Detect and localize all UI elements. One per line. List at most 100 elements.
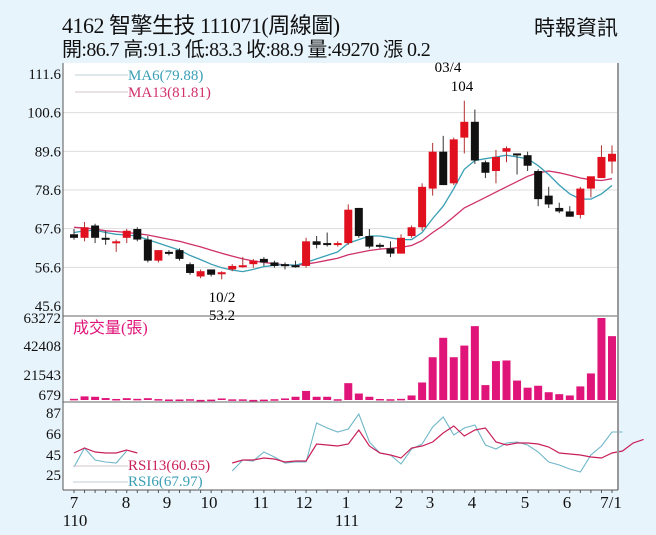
candlestick <box>175 248 184 261</box>
candle-body <box>460 121 469 138</box>
candle-body <box>333 243 342 246</box>
candle-body <box>154 250 163 261</box>
candle-body <box>143 239 152 261</box>
candlestick <box>555 202 564 214</box>
candlestick <box>565 206 574 217</box>
x-tick-label: 12 <box>296 493 313 512</box>
volume-title: 成交量(張) <box>73 319 148 337</box>
candlestick <box>418 183 427 231</box>
candlestick <box>207 269 216 277</box>
candlestick <box>344 204 353 245</box>
price-ytick: 111.6 <box>28 67 61 83</box>
x-tick-label: 5 <box>521 493 530 512</box>
candle-body <box>323 243 332 246</box>
candlestick <box>513 153 522 175</box>
volume-bar <box>280 398 289 400</box>
low-annotation-date: 10/2 <box>209 290 236 306</box>
price-ytick: 89.6 <box>35 144 62 160</box>
rsi6-line <box>73 412 623 473</box>
rsi13-line <box>73 425 644 464</box>
candle-body <box>175 250 184 259</box>
candlestick <box>249 258 258 268</box>
volume-bar <box>449 357 458 400</box>
candlestick <box>112 239 121 252</box>
candlestick <box>439 135 448 186</box>
rsi-ytick: 45 <box>46 448 61 464</box>
candlestick <box>544 186 553 208</box>
candle-body <box>70 234 78 238</box>
candlestick <box>196 269 205 279</box>
volume-bar <box>534 385 543 400</box>
volume-bar <box>323 396 332 400</box>
volume-bar <box>217 398 226 400</box>
x-tick-label: 11 <box>253 493 269 512</box>
gridlines <box>63 112 618 268</box>
candle-body <box>312 241 321 245</box>
volume-bar <box>513 380 522 400</box>
candlestick <box>375 243 384 249</box>
ma13-line <box>73 170 613 266</box>
volume-bar <box>354 393 363 400</box>
candle-body <box>186 264 195 273</box>
candlestick <box>164 250 173 256</box>
volume-bar <box>565 395 574 400</box>
candlestick <box>259 257 268 266</box>
rsi-ytick: 87 <box>46 406 62 422</box>
candle-body <box>513 153 522 156</box>
volume-bar <box>249 399 258 402</box>
candlestick <box>354 207 363 238</box>
price-ytick: 56.6 <box>35 260 62 276</box>
candlestick <box>101 230 110 245</box>
candle-body <box>407 227 416 237</box>
volume-panel <box>70 318 616 402</box>
volume-bar <box>186 399 195 401</box>
volume-bar <box>608 336 616 400</box>
volume-bar <box>70 398 78 401</box>
price-ytick: 100.6 <box>27 106 61 122</box>
candlestick <box>397 234 406 254</box>
volume-bar <box>491 361 500 400</box>
candle-body <box>91 225 100 238</box>
volume-bar <box>460 345 469 400</box>
candlestick <box>523 151 532 172</box>
candle-body <box>344 209 353 244</box>
volume-bar <box>259 399 268 402</box>
x-tick-year: 111 <box>335 511 359 530</box>
volume-bar <box>544 392 553 400</box>
volume-bar <box>154 399 163 401</box>
ma6-legend: MA6(79.88) <box>128 68 203 84</box>
candle-body <box>565 211 574 217</box>
candle-body <box>597 156 606 179</box>
candle-body <box>238 265 247 268</box>
candlestick <box>491 149 500 184</box>
candle-body <box>291 265 300 268</box>
x-tick-label: 9 <box>163 493 172 512</box>
candle-body <box>439 151 448 186</box>
candle-body <box>280 264 289 267</box>
volume-bar <box>143 398 152 400</box>
candle-body <box>354 207 363 237</box>
candle-body <box>207 269 216 275</box>
x-tick-label: 4 <box>468 493 477 512</box>
low-annotation-value: 53.2 <box>209 308 235 324</box>
candlestick <box>428 142 437 196</box>
candle-body <box>397 237 406 254</box>
candle-body <box>608 153 616 162</box>
candle-body <box>534 171 543 200</box>
x-tick-label: 7/1 <box>600 493 622 512</box>
candle-body <box>196 271 205 277</box>
candle-body <box>80 227 89 238</box>
volume-ytick: 42408 <box>24 339 62 355</box>
volume-bar <box>228 399 237 401</box>
candlestick <box>449 137 458 186</box>
candlestick <box>80 221 89 242</box>
candlestick <box>586 176 595 198</box>
volume-bar <box>418 382 427 400</box>
candle-body <box>122 230 131 238</box>
volume-bar <box>597 318 606 400</box>
candlestick <box>312 236 321 249</box>
rsi-ytick: 66 <box>46 427 62 443</box>
volume-bar <box>375 398 384 401</box>
candle-body <box>101 237 110 240</box>
candle-body <box>259 258 268 263</box>
